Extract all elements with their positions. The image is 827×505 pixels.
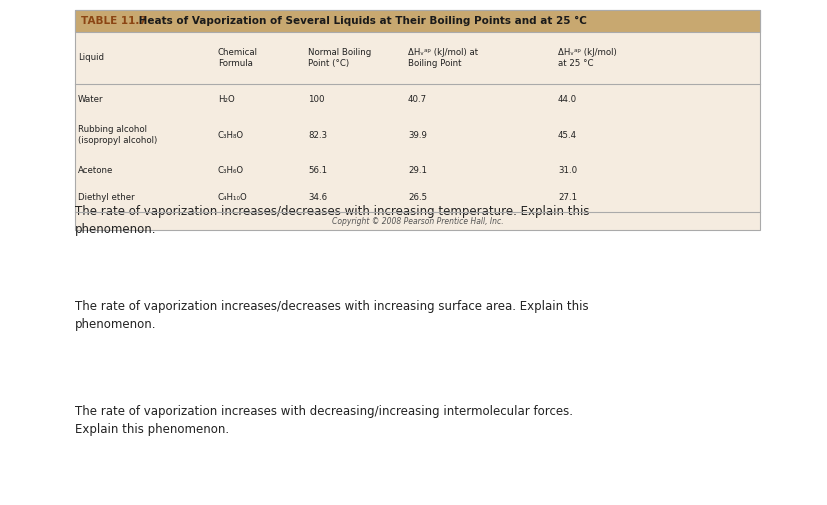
Text: C₃H₈O: C₃H₈O: [218, 130, 244, 139]
Text: C₃H₆O: C₃H₆O: [218, 166, 244, 175]
Text: 31.0: 31.0: [557, 166, 576, 175]
Text: 100: 100: [308, 94, 324, 104]
Text: The rate of vaporization increases with decreasing/increasing intermolecular for: The rate of vaporization increases with …: [75, 405, 572, 436]
Text: 82.3: 82.3: [308, 130, 327, 139]
Text: C₄H₁₀O: C₄H₁₀O: [218, 193, 247, 203]
Text: Diethyl ether: Diethyl ether: [78, 193, 135, 203]
Text: TABLE 11.7: TABLE 11.7: [81, 16, 146, 26]
Text: H₂O: H₂O: [218, 94, 235, 104]
Text: Acetone: Acetone: [78, 166, 113, 175]
Text: Water: Water: [78, 94, 103, 104]
Text: 44.0: 44.0: [557, 94, 576, 104]
Text: The rate of vaporization increases/decreases with increasing temperature. Explai: The rate of vaporization increases/decre…: [75, 205, 589, 236]
Text: 34.6: 34.6: [308, 193, 327, 203]
Text: Normal Boiling
Point (°C): Normal Boiling Point (°C): [308, 47, 370, 68]
Text: 39.9: 39.9: [408, 130, 427, 139]
Text: Copyright © 2008 Pearson Prentice Hall, Inc.: Copyright © 2008 Pearson Prentice Hall, …: [332, 217, 503, 226]
Text: 45.4: 45.4: [557, 130, 576, 139]
Text: 27.1: 27.1: [557, 193, 576, 203]
Text: 56.1: 56.1: [308, 166, 327, 175]
Text: ΔHᵥᵃᵖ (kJ/mol) at
Boiling Point: ΔHᵥᵃᵖ (kJ/mol) at Boiling Point: [408, 47, 477, 68]
Text: Rubbing alcohol
(isopropyl alcohol): Rubbing alcohol (isopropyl alcohol): [78, 125, 157, 145]
Text: 29.1: 29.1: [408, 166, 427, 175]
Text: Heats of Vaporization of Several Liquids at Their Boiling Points and at 25 °C: Heats of Vaporization of Several Liquids…: [135, 16, 586, 26]
Text: The rate of vaporization increases/decreases with increasing surface area. Expla: The rate of vaporization increases/decre…: [75, 300, 588, 331]
Text: Liquid: Liquid: [78, 54, 104, 63]
Text: ΔHᵥᵃᵖ (kJ/mol)
at 25 °C: ΔHᵥᵃᵖ (kJ/mol) at 25 °C: [557, 47, 616, 68]
Text: 40.7: 40.7: [408, 94, 427, 104]
Text: 26.5: 26.5: [408, 193, 427, 203]
Text: Chemical
Formula: Chemical Formula: [218, 47, 258, 68]
